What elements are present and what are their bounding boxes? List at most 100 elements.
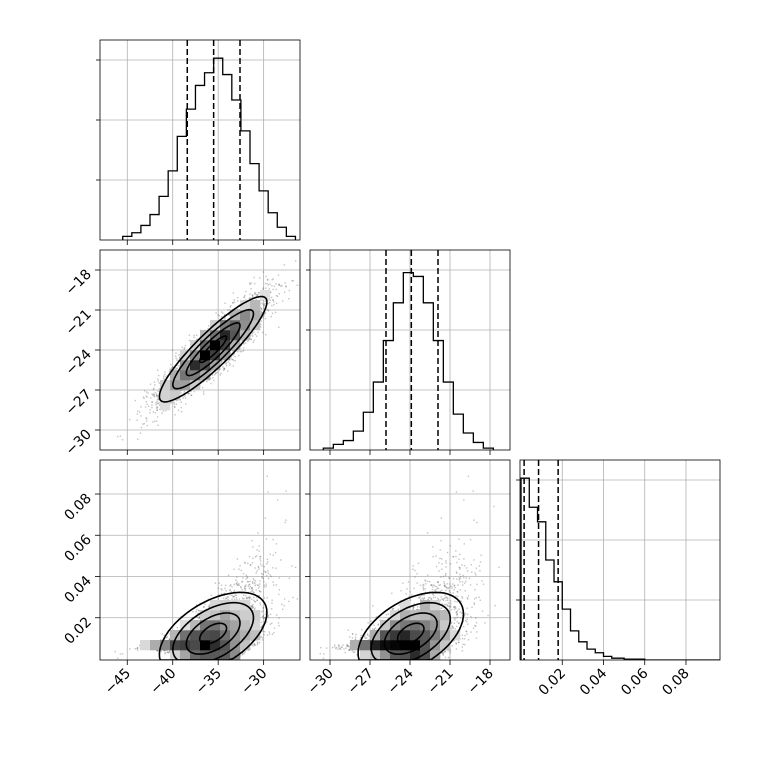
scatter-point bbox=[288, 289, 291, 292]
panel-2-2 bbox=[516, 459, 721, 661]
scatter-point bbox=[275, 543, 278, 545]
scatter-point bbox=[245, 342, 247, 344]
scatter-point bbox=[245, 290, 247, 293]
scatter-point bbox=[146, 396, 148, 398]
scatter-point bbox=[280, 285, 282, 287]
scatter-point bbox=[246, 581, 249, 583]
scatter-point bbox=[238, 598, 241, 600]
scatter-point bbox=[163, 377, 165, 379]
scatter-point bbox=[163, 379, 166, 381]
scatter-point bbox=[162, 410, 165, 412]
scatter-point bbox=[136, 419, 138, 421]
scatter-point bbox=[250, 282, 252, 284]
scatter-point bbox=[263, 303, 265, 305]
scatter-point bbox=[168, 650, 171, 652]
scatter-point bbox=[238, 584, 240, 586]
scatter-point bbox=[271, 304, 273, 307]
scatter-point bbox=[263, 315, 265, 317]
scatter-point bbox=[264, 317, 267, 320]
scatter-point bbox=[269, 291, 272, 294]
scatter-point bbox=[193, 390, 195, 393]
scatter-point bbox=[168, 370, 171, 373]
scatter-point bbox=[165, 376, 167, 378]
scatter-point bbox=[285, 286, 287, 288]
scatter-point bbox=[183, 395, 186, 398]
scatter-point bbox=[270, 575, 272, 578]
scatter-point bbox=[260, 320, 263, 322]
scatter-point bbox=[267, 284, 270, 286]
scatter-point bbox=[249, 580, 251, 583]
scatter-point bbox=[209, 377, 212, 380]
scatter-point bbox=[251, 294, 253, 296]
scatter-point bbox=[278, 577, 280, 579]
scatter-point bbox=[254, 556, 257, 558]
scatter-point bbox=[244, 588, 247, 590]
scatter-point bbox=[247, 585, 250, 588]
scatter-point bbox=[156, 400, 158, 403]
scatter-point bbox=[231, 358, 234, 361]
scatter-point bbox=[176, 626, 178, 629]
scatter-point bbox=[151, 401, 154, 403]
scatter-point bbox=[238, 568, 240, 570]
scatter-point bbox=[233, 301, 236, 303]
scatter-point bbox=[218, 582, 220, 584]
scatter-point bbox=[225, 363, 227, 366]
scatter-point bbox=[231, 358, 233, 361]
scatter-point bbox=[175, 399, 178, 402]
scatter-point bbox=[251, 296, 254, 299]
scatter-point bbox=[170, 363, 172, 366]
scatter-point bbox=[263, 630, 266, 633]
scatter-point bbox=[253, 599, 255, 601]
density-cell bbox=[240, 300, 251, 311]
scatter-point bbox=[264, 586, 266, 588]
panel-border bbox=[99, 39, 301, 241]
scatter-point bbox=[190, 394, 192, 397]
scatter-point bbox=[262, 316, 264, 319]
scatter-point bbox=[260, 312, 263, 314]
density-cell bbox=[180, 360, 191, 371]
scatter-point bbox=[272, 538, 274, 541]
scatter-point bbox=[152, 421, 154, 423]
scatter-point bbox=[257, 565, 260, 568]
scatter-point bbox=[249, 282, 251, 284]
scatter-point bbox=[151, 393, 153, 395]
scatter-point bbox=[244, 294, 246, 297]
scatter-point bbox=[246, 576, 249, 579]
scatter-point bbox=[187, 392, 190, 395]
scatter-point bbox=[177, 354, 180, 356]
scatter-point bbox=[274, 311, 277, 314]
scatter-point bbox=[153, 387, 155, 390]
scatter-point bbox=[151, 404, 153, 406]
density-cell bbox=[160, 380, 171, 391]
scatter-point bbox=[250, 335, 252, 337]
scatter-point bbox=[145, 417, 147, 419]
scatter-point bbox=[170, 402, 172, 404]
scatter-point bbox=[175, 357, 177, 359]
scatter-point bbox=[193, 334, 195, 337]
scatter-point bbox=[242, 350, 245, 352]
scatter-point bbox=[250, 338, 253, 341]
scatter-point bbox=[250, 590, 252, 593]
scatter-point bbox=[233, 598, 236, 600]
scatter-point bbox=[173, 403, 175, 405]
scatter-point bbox=[272, 288, 274, 291]
scatter-point bbox=[204, 603, 206, 605]
scatter-point bbox=[213, 379, 215, 382]
scatter-point bbox=[220, 361, 223, 364]
scatter-point bbox=[152, 394, 154, 396]
scatter-point bbox=[260, 326, 262, 328]
scatter-point bbox=[281, 284, 283, 287]
scatter-point bbox=[220, 360, 223, 362]
density-cell bbox=[210, 350, 221, 361]
scatter-point bbox=[221, 589, 223, 591]
scatter-point bbox=[276, 295, 279, 297]
scatter-point bbox=[275, 584, 278, 586]
scatter-point bbox=[264, 282, 267, 285]
scatter-point bbox=[242, 347, 245, 349]
scatter-point bbox=[234, 594, 236, 596]
scatter-point bbox=[262, 287, 265, 289]
scatter-point bbox=[250, 288, 252, 290]
scatter-point bbox=[159, 639, 162, 641]
scatter-point bbox=[231, 598, 233, 601]
scatter-point bbox=[245, 584, 247, 586]
